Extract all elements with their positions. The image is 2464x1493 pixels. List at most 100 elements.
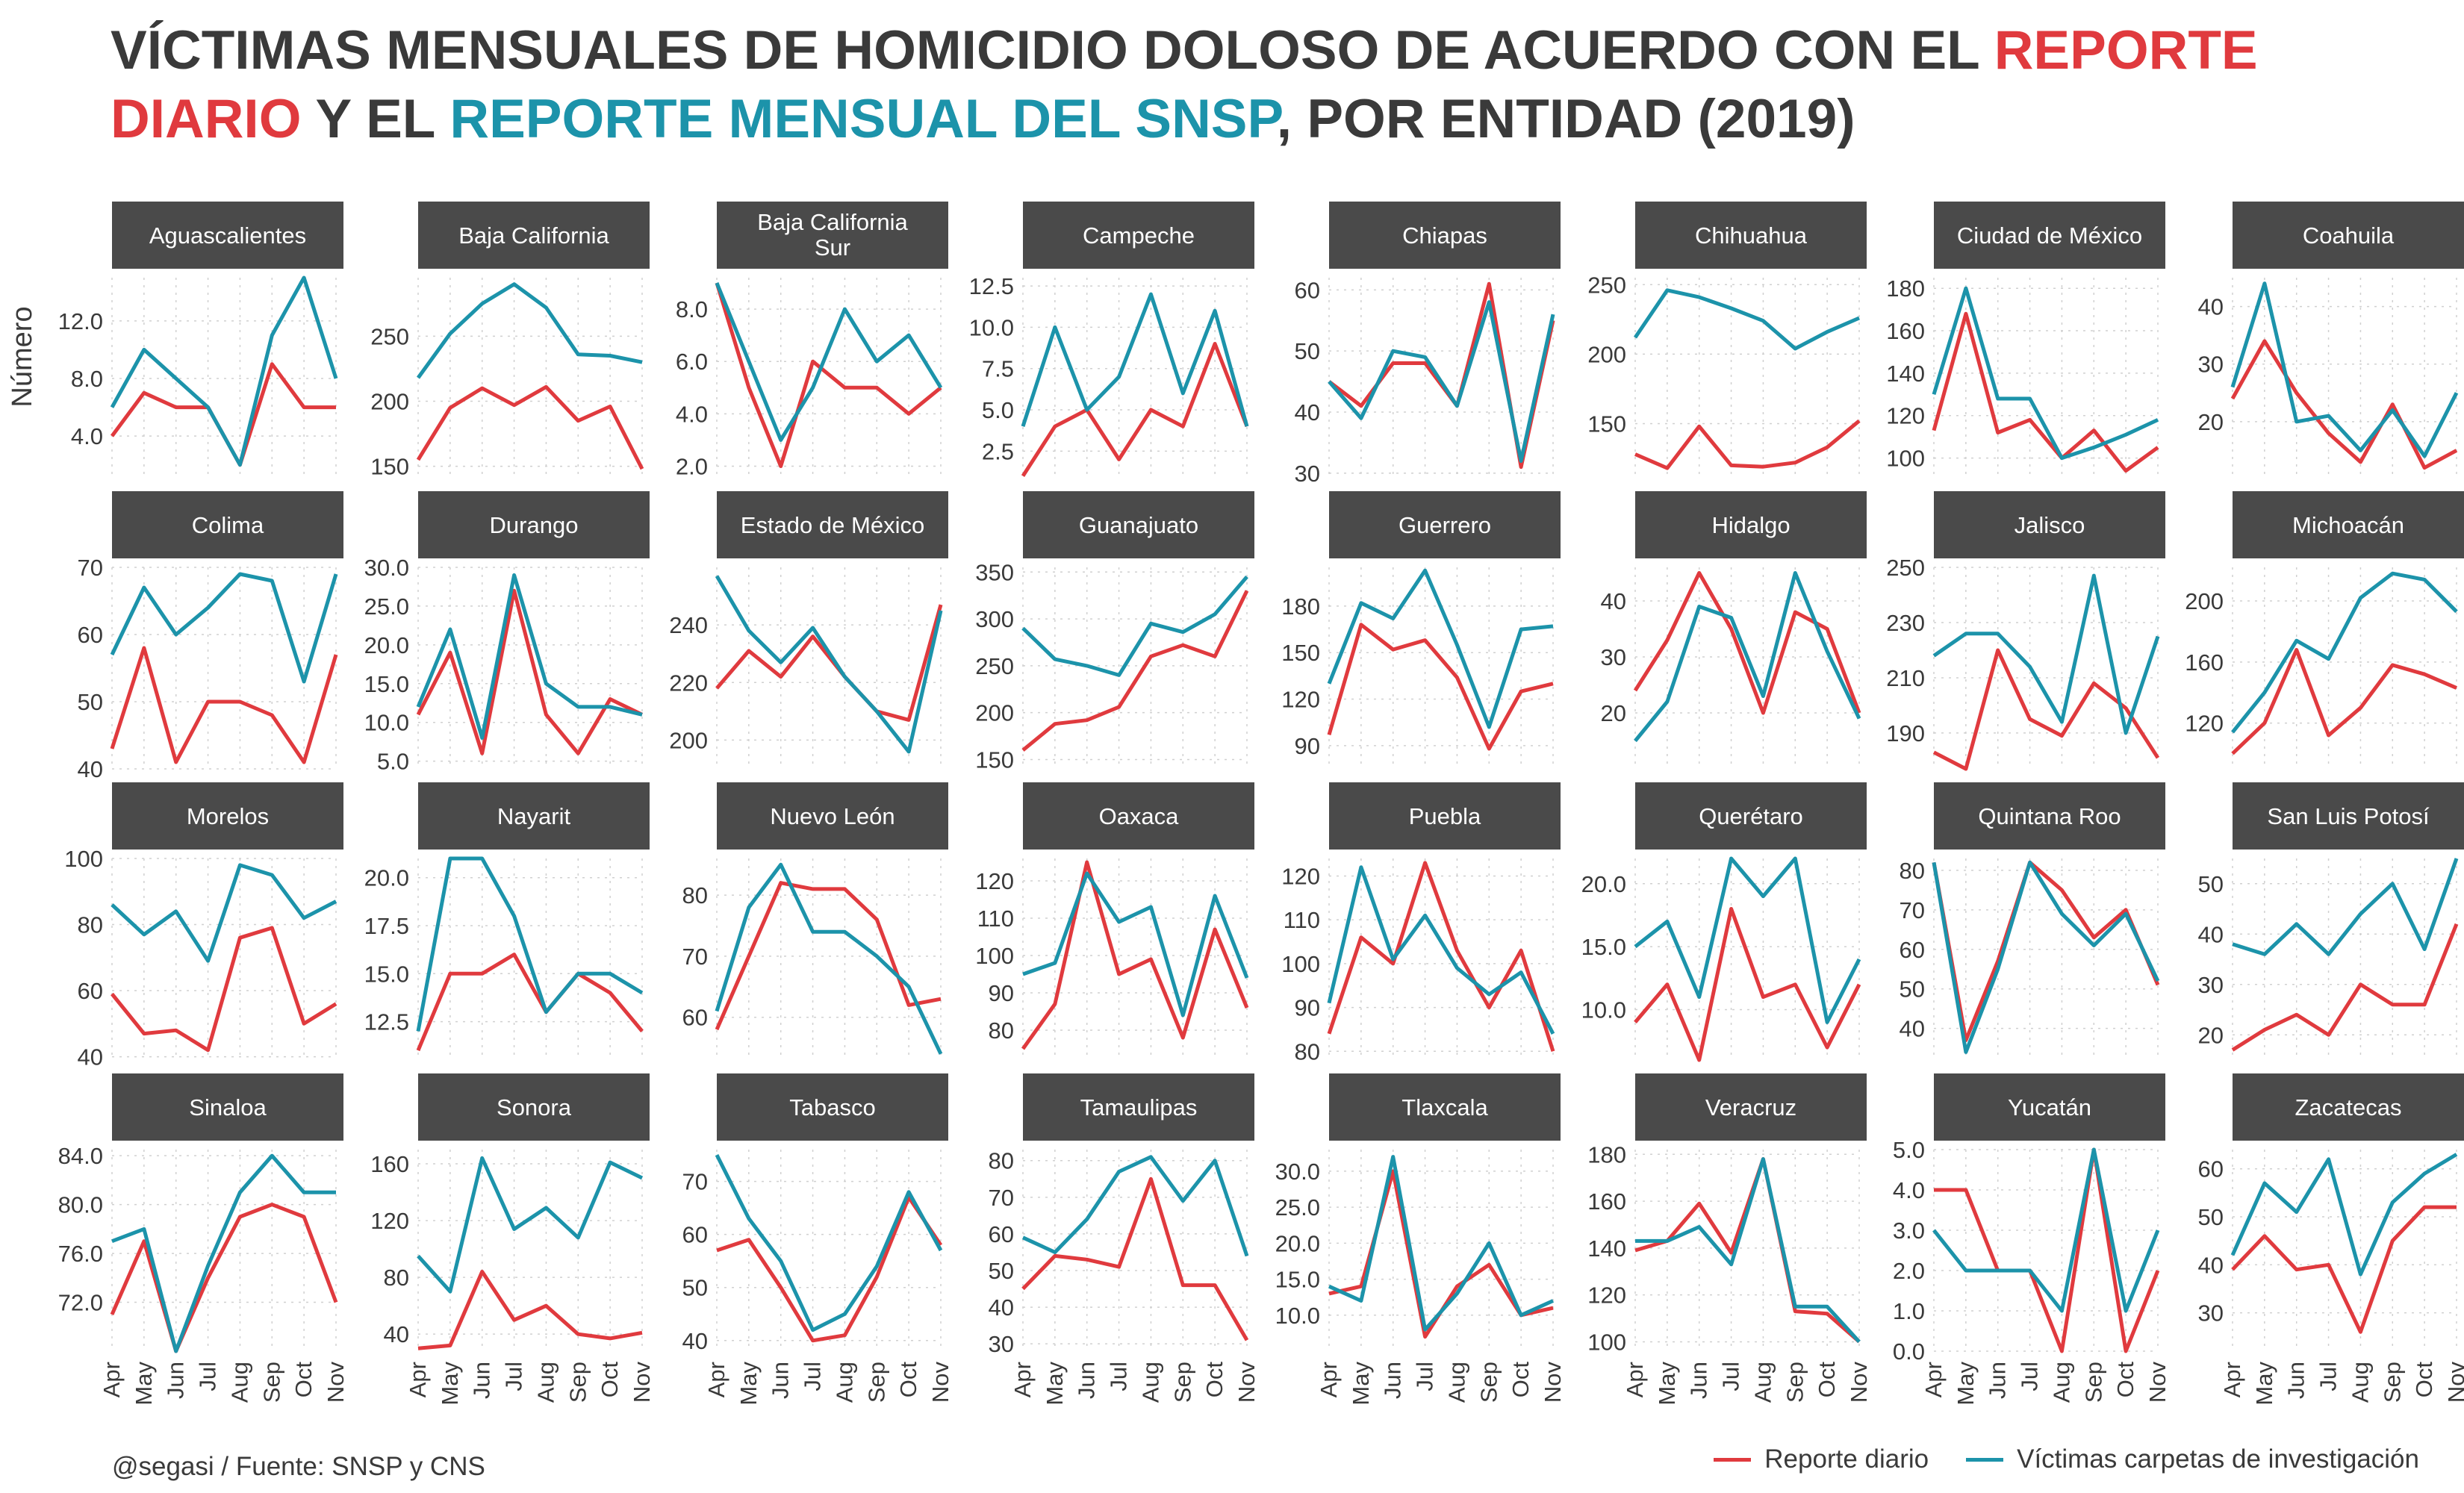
y-tick-label: 30	[1295, 461, 1320, 487]
x-tick-label: Jun	[1074, 1362, 1100, 1399]
series-line-victimas-carpetas	[1327, 568, 1554, 729]
panel-nayarit: Nayarit 12.5 15.0 17.5 20.0	[364, 782, 650, 1060]
facet-label: Nayarit	[497, 803, 571, 829]
x-tick-label: Jul	[2017, 1362, 2043, 1391]
y-tick-label: 100	[1886, 446, 1925, 472]
y-tick-label: 5.0	[982, 397, 1014, 423]
y-tick-label: 120	[1587, 1282, 1626, 1309]
panel-guanajuato: Guanajuato 150 200 250 300 350	[975, 491, 1254, 773]
series-line-victimas-carpetas	[416, 282, 643, 379]
y-tick-label: 60	[78, 978, 103, 1004]
series-line-victimas-carpetas	[715, 1153, 943, 1333]
y-tick-label: 30	[1601, 644, 1626, 670]
facet-strip	[1635, 491, 1867, 558]
y-tick-label: 80	[989, 1017, 1014, 1044]
x-tick-label: May	[131, 1362, 157, 1406]
facet-label: Baja California	[458, 222, 609, 249]
x-tick-label: Jul	[2315, 1362, 2342, 1391]
y-tick-label: 60	[78, 622, 103, 648]
title-blue: REPORTE MENSUAL DEL SNSP	[449, 89, 1277, 149]
series-line-reporte-diario	[110, 1203, 338, 1353]
facet-label: Michoacán	[2292, 512, 2404, 538]
series-line-reporte-diario	[2231, 1205, 2457, 1334]
y-tick-label: 20.0	[1275, 1230, 1320, 1256]
facet-strip	[717, 1073, 948, 1141]
series-line-victimas-carpetas	[1327, 865, 1555, 1035]
y-tick-label: 140	[1587, 1235, 1626, 1262]
x-tick-label: Aug	[1749, 1362, 1776, 1403]
series-line-reporte-diario	[2230, 339, 2458, 470]
x-tick-label: Aug	[2048, 1362, 2074, 1403]
x-tick-label: Nov	[927, 1362, 953, 1403]
facet-strip	[1934, 1073, 2165, 1141]
x-tick-label: Apr	[2219, 1362, 2245, 1397]
x-tick-label: Apr	[1316, 1362, 1342, 1397]
y-tick-label: 30	[989, 1331, 1014, 1357]
y-tick-label: 20.0	[364, 865, 409, 891]
y-tick-label: 30.0	[1275, 1159, 1320, 1185]
panel-zacatecas: Zacatecas 30 40 50 60 Apr May Jun Jul Aug Sep Oct No…	[2198, 1073, 2464, 1406]
y-tick-label: 350	[975, 559, 1014, 585]
series-line-victimas-carpetas	[111, 863, 337, 963]
y-tick-label: 4.0	[676, 401, 708, 427]
y-tick-label: 6.0	[676, 349, 708, 375]
panel-baja-california: Baja California 150 200 250	[370, 202, 650, 480]
panel-ciudad-de-méxico: Ciudad de México 100 120 140 160 180	[1886, 202, 2165, 479]
series-line-reporte-diario	[417, 1270, 643, 1350]
title-red: REPORTE DIARIO	[111, 20, 2258, 149]
title-part2: Y EL	[301, 89, 450, 149]
x-tick-label: Nov	[1233, 1362, 1260, 1403]
y-tick-label: 140	[1886, 361, 1925, 387]
facet-strip	[2233, 202, 2464, 269]
series-line-reporte-diario	[1634, 1157, 1861, 1344]
series-line-reporte-diario	[1327, 861, 1555, 1053]
x-tick-label: Aug	[226, 1362, 252, 1403]
panel-chiapas: Chiapas 30 40 50 60	[1295, 202, 1561, 487]
facet-strip	[2233, 782, 2464, 850]
facet-strip	[1635, 202, 1867, 269]
title-part1: VÍCTIMAS MENSUALES DE HOMICIDIO DOLOSO D…	[111, 20, 1994, 81]
x-tick-label: Jun	[1380, 1362, 1406, 1399]
legend-swatch-red	[1714, 1457, 1752, 1462]
panel-quintana-roo: Quintana Roo 40 50 60 70 80	[1900, 782, 2165, 1060]
facet-strip	[2233, 491, 2464, 558]
y-tick-label: 180	[1886, 275, 1925, 302]
y-tick-label: 20.0	[364, 632, 409, 658]
panel-tamaulipas: Tamaulipas 30 40 50 60 70 80 Apr May Jun Jul Aug Sep…	[989, 1073, 1260, 1406]
y-tick-label: 1.0	[1893, 1298, 1925, 1324]
series-line-victimas-carpetas	[1634, 571, 1861, 743]
panel-jalisco: Jalisco 190 210 230 250	[1886, 491, 2165, 771]
panel-querétaro: Querétaro 10.0 15.0 20.0	[1581, 782, 1867, 1062]
panel-oaxaca: Oaxaca 80 90 100 110 120	[975, 782, 1254, 1060]
y-tick-label: 120	[2185, 711, 2224, 737]
y-tick-label: 250	[1587, 272, 1626, 298]
x-tick-label: Nov	[629, 1362, 655, 1403]
y-tick-label: 50	[989, 1258, 1014, 1284]
x-tick-label: Jun	[469, 1362, 495, 1399]
x-tick-label: Aug	[532, 1362, 559, 1403]
x-tick-label: Jun	[1686, 1362, 1712, 1399]
facet-label: Coahuila	[2303, 222, 2395, 249]
panel-aguascalientes: Aguascalientes 4.0 8.0 12.0	[58, 202, 343, 479]
series-line-reporte-diario	[715, 604, 943, 722]
y-tick-label: 200	[669, 727, 708, 753]
facet-strip	[112, 491, 343, 558]
series-line-reporte-diario	[1634, 419, 1861, 470]
x-tick-label: Apr	[1920, 1362, 1947, 1397]
y-tick-label: 25.0	[1275, 1194, 1320, 1221]
y-tick-label: 80	[78, 912, 103, 938]
x-tick-label: Jun	[1985, 1362, 2011, 1399]
x-tick-label: Apr	[99, 1362, 125, 1397]
source-caption: @segasi / Fuente: SNSP y CNS	[112, 1452, 485, 1481]
facet-label: Sur	[815, 234, 850, 261]
y-tick-label: 120	[1281, 863, 1320, 889]
x-tick-label: Nov	[2144, 1362, 2171, 1403]
y-tick-label: 50	[1900, 976, 1925, 1003]
series-line-victimas-carpetas	[417, 1156, 644, 1294]
y-tick-label: 0.0	[1893, 1338, 1925, 1365]
x-tick-label: May	[1042, 1362, 1068, 1406]
facet-label: Veracruz	[1705, 1094, 1796, 1120]
panel-san-luis-potosí: San Luis Potosí 20 30 40 50	[2198, 782, 2464, 1060]
series-line-reporte-diario	[1932, 311, 2159, 473]
y-tick-label: 250	[1886, 555, 1925, 581]
